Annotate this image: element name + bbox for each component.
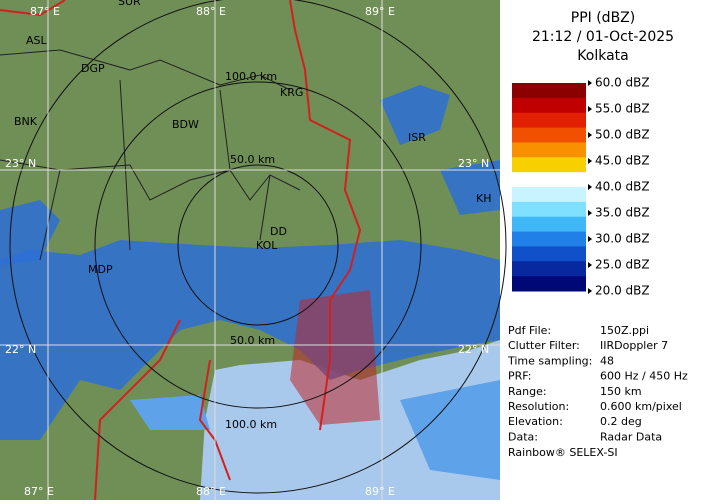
color-swatch xyxy=(512,112,586,129)
info-value: 600 Hz / 450 Hz xyxy=(600,370,688,383)
color-swatch xyxy=(512,157,586,173)
info-value: 48 xyxy=(600,354,614,367)
color-swatch xyxy=(512,276,586,292)
info-value: Radar Data xyxy=(600,430,662,443)
ring-label: 50.0 km xyxy=(230,334,275,347)
side-panel: PPI (dBZ) 21:12 / 01-Oct-2025 Kolkata 60… xyxy=(507,10,688,459)
place-label: KH xyxy=(476,192,492,205)
grid-label: 23° N xyxy=(458,157,489,170)
info-value: 0.2 deg xyxy=(600,415,642,428)
legend-label: 55.0 dBZ xyxy=(595,102,650,116)
grid-label: 89° E xyxy=(365,5,395,18)
place-label: DD xyxy=(270,225,287,238)
color-swatch xyxy=(512,172,586,188)
color-swatch xyxy=(512,97,586,114)
station: Kolkata xyxy=(577,48,628,64)
ring-label: 100.0 km xyxy=(225,418,277,431)
grid-label: 22° N xyxy=(5,343,36,356)
grid-label: 87° E xyxy=(30,5,60,18)
info-key: Time sampling: xyxy=(507,354,592,367)
place-label: ASL xyxy=(26,34,48,47)
color-swatch xyxy=(512,201,586,218)
color-swatch xyxy=(512,261,586,277)
grid-label: 87° E xyxy=(24,485,54,498)
info-key: PRF: xyxy=(508,370,531,383)
ring-label: 50.0 km xyxy=(230,153,275,166)
legend-label: 25.0 dBZ xyxy=(595,258,650,272)
map: 87° E 88° E 89° E 87° E 88° E 89° E 23° … xyxy=(0,0,507,501)
info-key: Data: xyxy=(508,430,538,443)
place-label: BDW xyxy=(172,118,199,131)
legend-label: 45.0 dBZ xyxy=(595,154,650,168)
legend-tick xyxy=(588,236,592,242)
color-swatch xyxy=(512,216,586,233)
legend-tick xyxy=(588,158,592,164)
place-label: BNK xyxy=(14,115,38,128)
grid-label: 89° E xyxy=(365,485,395,498)
legend-label: 60.0 dBZ xyxy=(595,76,650,90)
info-table: Pdf File: 150Z.ppi Clutter Filter: IIRDoppl… xyxy=(507,324,688,443)
color-swatch xyxy=(512,246,586,262)
color-swatch xyxy=(512,83,586,99)
footer: Rainbow® SELEX-SI xyxy=(508,446,618,459)
legend-tick xyxy=(588,262,592,268)
legend-label: 30.0 dBZ xyxy=(595,232,650,246)
legend-tick xyxy=(588,80,592,86)
legend-tick xyxy=(588,106,592,112)
color-swatch xyxy=(512,142,586,158)
info-value: 150Z.ppi xyxy=(600,324,649,337)
color-swatch xyxy=(512,187,586,203)
grid-label: 22° N xyxy=(458,343,489,356)
legend-tick xyxy=(588,132,592,138)
info-key: Clutter Filter: xyxy=(508,339,580,352)
place-label: DGP xyxy=(81,62,105,75)
legend-label: 20.0 dBZ xyxy=(595,284,650,298)
color-swatch xyxy=(512,127,586,143)
place-label: SUR xyxy=(118,0,141,8)
grid-label: 88° E xyxy=(196,485,226,498)
legend-tick xyxy=(588,288,592,294)
place-label: ISR xyxy=(408,131,426,144)
info-value: 0.600 km/pixel xyxy=(600,400,682,413)
title: PPI (dBZ) xyxy=(571,10,635,26)
legend: 60.0 dBZ 55.0 dBZ 50.0 dBZ 45.0 dBZ 40.0 dBZ… xyxy=(512,76,650,298)
info-value: IIRDoppler 7 xyxy=(600,339,668,352)
legend-tick xyxy=(588,184,592,190)
place-label: KRG xyxy=(280,86,303,99)
time: 21:12 / 01-Oct-2025 xyxy=(532,29,674,45)
info-key: Elevation: xyxy=(508,415,563,428)
ring-label: 100.0 km xyxy=(225,70,277,83)
info-key: Pdf File: xyxy=(508,324,551,337)
info-value: 150 km xyxy=(600,385,642,398)
legend-label: 35.0 dBZ xyxy=(595,206,650,220)
info-key: Range: xyxy=(508,385,547,398)
place-label: KOL xyxy=(256,239,278,252)
color-swatch xyxy=(512,231,586,247)
legend-tick xyxy=(588,210,592,216)
grid-label: 88° E xyxy=(196,5,226,18)
place-label: MDP xyxy=(88,263,113,276)
legend-label: 50.0 dBZ xyxy=(595,128,650,142)
grid-label: 23° N xyxy=(5,157,36,170)
legend-label: 40.0 dBZ xyxy=(595,180,650,194)
info-key: Resolution: xyxy=(508,400,569,413)
